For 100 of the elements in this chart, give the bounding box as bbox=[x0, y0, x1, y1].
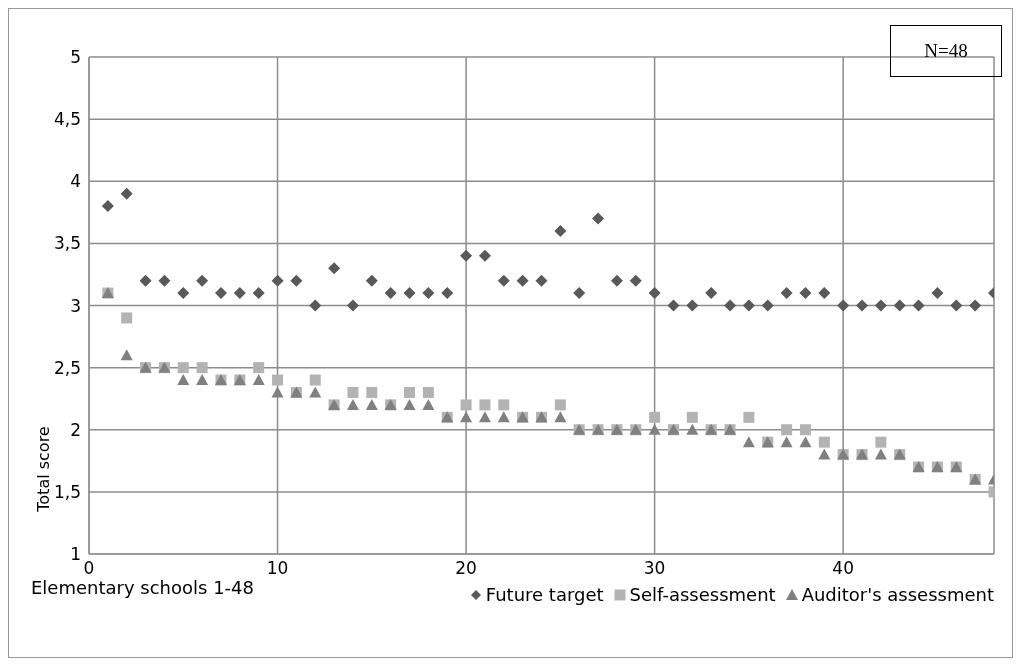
point bbox=[742, 436, 755, 448]
y-tick-label: 3,5 bbox=[53, 233, 81, 254]
point bbox=[931, 287, 944, 300]
point bbox=[780, 287, 793, 300]
point bbox=[309, 299, 322, 312]
point bbox=[874, 448, 887, 460]
y-tick-label: 1 bbox=[70, 544, 81, 565]
point bbox=[818, 436, 830, 448]
point bbox=[233, 287, 246, 300]
point bbox=[346, 398, 359, 410]
point bbox=[742, 299, 755, 312]
x-tick-label: 0 bbox=[83, 558, 95, 579]
point bbox=[365, 398, 378, 410]
legend-label: Future target bbox=[484, 584, 604, 605]
point bbox=[743, 411, 755, 423]
point bbox=[780, 436, 793, 448]
point bbox=[328, 262, 341, 275]
point bbox=[460, 411, 473, 423]
point bbox=[629, 274, 642, 287]
point bbox=[818, 448, 831, 460]
point bbox=[272, 374, 284, 386]
point bbox=[950, 299, 963, 312]
point bbox=[781, 424, 793, 436]
x-tick-label: 10 bbox=[266, 558, 289, 579]
point bbox=[290, 274, 303, 287]
point bbox=[346, 299, 359, 312]
legend-label: Self-assessment bbox=[628, 584, 776, 605]
point bbox=[422, 398, 435, 410]
point bbox=[460, 249, 473, 262]
legend-label: Auditor's assessment bbox=[800, 584, 994, 605]
point bbox=[252, 287, 265, 300]
point bbox=[969, 299, 982, 312]
point bbox=[686, 299, 699, 312]
point bbox=[667, 299, 680, 312]
point bbox=[177, 374, 190, 386]
point bbox=[404, 386, 416, 398]
point bbox=[478, 411, 491, 423]
x-tick-label: 40 bbox=[832, 558, 854, 579]
point bbox=[649, 411, 661, 423]
point bbox=[799, 287, 812, 300]
y-tick-label: 5 bbox=[70, 47, 81, 68]
point bbox=[478, 249, 491, 262]
point bbox=[573, 287, 586, 300]
point bbox=[535, 274, 548, 287]
point bbox=[648, 287, 661, 300]
x-tick-label: 20 bbox=[455, 558, 477, 579]
point bbox=[403, 398, 416, 410]
point bbox=[799, 424, 811, 436]
point bbox=[158, 274, 171, 287]
point bbox=[365, 274, 378, 287]
point bbox=[271, 274, 284, 287]
y-axis-title: Total score bbox=[33, 426, 53, 512]
point bbox=[912, 299, 925, 312]
y-tick-label: 4 bbox=[70, 171, 81, 192]
point bbox=[196, 374, 209, 386]
y-tick-label: 1,5 bbox=[53, 481, 81, 502]
point bbox=[366, 386, 378, 398]
x-tick-label: 30 bbox=[643, 558, 666, 579]
point bbox=[422, 386, 434, 398]
point bbox=[610, 274, 623, 287]
point bbox=[479, 399, 491, 411]
point bbox=[498, 399, 510, 411]
point bbox=[253, 362, 265, 374]
point bbox=[497, 411, 510, 423]
point bbox=[403, 287, 416, 300]
point bbox=[592, 212, 605, 225]
point bbox=[874, 299, 887, 312]
point bbox=[214, 287, 227, 300]
point bbox=[196, 274, 209, 287]
point bbox=[893, 299, 906, 312]
point bbox=[271, 386, 284, 398]
point bbox=[120, 349, 133, 361]
y-tick-label: 2 bbox=[70, 419, 81, 440]
point bbox=[554, 224, 567, 237]
point bbox=[101, 200, 114, 213]
point bbox=[686, 411, 698, 423]
point bbox=[309, 374, 321, 386]
y-tick-label: 4,5 bbox=[53, 109, 81, 130]
point bbox=[460, 399, 472, 411]
y-tick-label: 2,5 bbox=[53, 357, 81, 378]
point bbox=[347, 386, 359, 398]
point bbox=[761, 299, 774, 312]
point bbox=[818, 287, 831, 300]
point bbox=[177, 362, 189, 374]
point bbox=[497, 274, 510, 287]
point bbox=[384, 287, 397, 300]
point bbox=[554, 411, 567, 423]
annotation: N=48 bbox=[890, 25, 1002, 77]
point bbox=[856, 299, 869, 312]
point bbox=[139, 274, 152, 287]
point bbox=[516, 274, 529, 287]
point bbox=[875, 436, 887, 448]
point bbox=[177, 287, 190, 300]
point bbox=[554, 399, 566, 411]
point bbox=[686, 423, 699, 435]
point bbox=[705, 287, 718, 300]
point bbox=[309, 386, 322, 398]
x-axis-title: Elementary schools 1-48 bbox=[31, 577, 254, 598]
y-tick-label: 3 bbox=[70, 295, 81, 316]
point bbox=[120, 187, 133, 200]
